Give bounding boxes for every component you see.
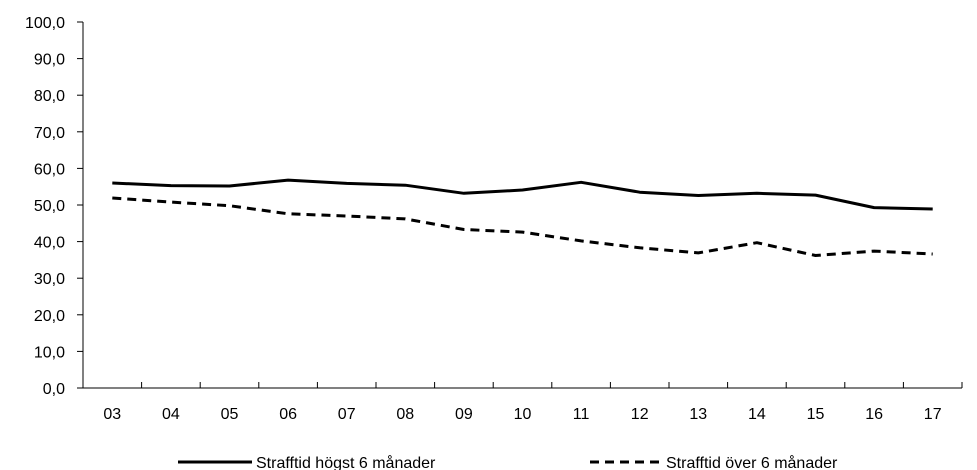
x-tick-label: 14 [748,406,766,423]
y-tick-label: 90,0 [34,52,65,69]
x-tick-label: 11 [573,406,590,423]
y-tick-label: 80,0 [34,88,65,105]
series-line-2 [112,196,933,257]
x-tick-label: 12 [631,406,649,423]
y-tick-label: 70,0 [34,125,65,142]
x-tick-label: 10 [514,406,532,423]
x-tick-label: 16 [865,406,883,423]
x-tick-label: 08 [396,406,414,423]
y-tick-label: 20,0 [34,308,65,325]
series-lines [112,178,933,257]
y-axis: 0,0 10,0 20,0 30,0 40,0 50,0 60,0 70,0 80,0 90,0 1… [25,15,84,398]
legend: Strafftid högst 6 månader Strafftid över… [178,454,838,470]
x-tick-label: 03 [103,406,121,423]
series-line-1 [112,178,933,211]
y-tick-label: 50,0 [34,198,65,215]
y-tick-label: 100,0 [25,15,65,32]
x-tick-label: 06 [279,406,297,423]
y-tick-label: 0,0 [43,381,65,398]
legend-label-series-1: Strafftid högst 6 månader [256,454,436,470]
x-tick-label: 17 [924,406,942,423]
x-tick-label: 15 [807,406,825,423]
x-tick-label: 09 [455,406,473,423]
x-tick-label: 04 [162,406,180,423]
x-tick-label: 13 [689,406,707,423]
y-tick-label: 30,0 [34,271,65,288]
x-tick-label: 07 [338,406,356,423]
y-tick-label: 60,0 [34,161,65,178]
y-tick-label: 40,0 [34,235,65,252]
x-tick-label: 05 [221,406,239,423]
y-tick-label: 10,0 [34,344,65,361]
legend-label-series-2: Strafftid över 6 månader [666,454,838,470]
x-axis: 03 04 05 06 07 08 09 10 11 12 13 14 15 16 17 [82,382,963,423]
